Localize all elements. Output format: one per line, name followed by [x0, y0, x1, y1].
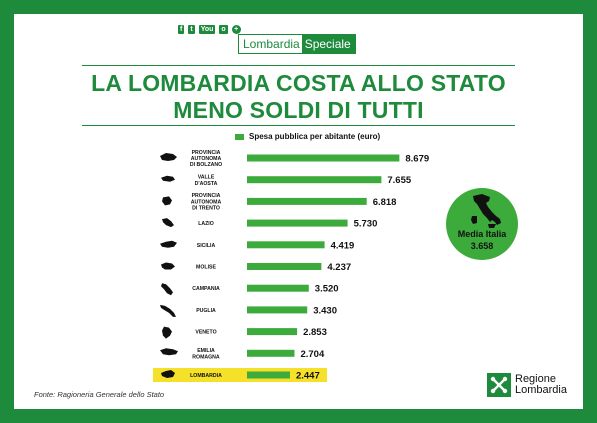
- value-label: 4.237: [327, 262, 351, 273]
- twitter-icon[interactable]: t: [188, 25, 195, 34]
- value-label: 6.818: [373, 197, 397, 208]
- category-label: LAZIO: [198, 221, 214, 227]
- social-icons: f t You o +: [178, 25, 241, 34]
- category-label: VENETO: [195, 330, 216, 336]
- category-label: VALLE: [198, 175, 215, 181]
- category-label: CAMPANIA: [192, 286, 220, 292]
- bar: [247, 197, 367, 205]
- region-map-icon: [161, 283, 173, 296]
- regione-logo-line1: Regione: [515, 373, 556, 385]
- region-map-icon: [162, 218, 174, 228]
- title-rule-bottom: [82, 125, 515, 126]
- value-label: 3.520: [315, 284, 339, 295]
- regione-logo: Regione Lombardia: [487, 373, 567, 397]
- legend-label: Spesa pubblica per abitante (euro): [249, 132, 381, 141]
- category-label: AUTONOMA: [191, 199, 222, 205]
- category-label: PROVINCIA: [192, 193, 221, 199]
- value-label: 4.419: [331, 240, 355, 251]
- region-map-icon: [160, 304, 176, 317]
- instagram-icon[interactable]: o: [219, 25, 228, 34]
- category-label: LOMBARDIA: [190, 373, 222, 379]
- category-label: SICILIA: [197, 243, 216, 249]
- value-label: 3.430: [313, 305, 337, 316]
- category-label: MOLISE: [196, 265, 216, 271]
- brand-right: Speciale: [301, 35, 355, 53]
- source-note: Fonte: Ragioneria Generale dello Stato: [34, 390, 165, 399]
- regione-logo-line2: Lombardia: [515, 384, 567, 396]
- bar: [247, 284, 309, 292]
- value-label: 5.730: [354, 219, 378, 230]
- value-label: 8.679: [405, 154, 429, 165]
- category-label: PUGLIA: [196, 308, 216, 314]
- region-map-icon: [162, 196, 172, 206]
- value-label: 2.704: [300, 349, 324, 360]
- category-label: EMILIA: [197, 348, 215, 354]
- category-label: DI BOLZANO: [190, 162, 222, 168]
- italy-map-icon: [471, 194, 501, 228]
- category-label: DI TRENTO: [192, 206, 220, 212]
- value-label: 7.655: [387, 175, 411, 186]
- value-label: 2.447: [296, 371, 320, 382]
- bar: [247, 349, 295, 357]
- value-label: 2.853: [303, 327, 327, 338]
- bar: [247, 328, 298, 336]
- bar: [247, 176, 382, 184]
- facebook-icon[interactable]: f: [178, 25, 185, 34]
- bar: [247, 219, 348, 227]
- title-line-1: LA LOMBARDIA COSTA ALLO STATO: [91, 70, 506, 96]
- region-map-icon: [160, 240, 177, 248]
- category-label: AUTONOMA: [191, 156, 222, 162]
- category-label: D'AOSTA: [195, 181, 218, 187]
- googleplus-icon[interactable]: +: [231, 25, 241, 34]
- bar: [247, 263, 322, 270]
- title-rule-top: [82, 65, 515, 66]
- youtube-icon[interactable]: You: [198, 25, 216, 34]
- bar: [247, 241, 325, 249]
- brand-left: Lombardia: [239, 35, 302, 53]
- region-map-icon: [161, 175, 175, 182]
- chart-legend: Spesa pubblica per abitante (euro): [235, 132, 380, 141]
- category-label: ROMAGNA: [192, 354, 220, 360]
- average-value: 3.658: [470, 241, 494, 251]
- region-map-icon: [160, 348, 178, 356]
- legend-swatch: [235, 133, 244, 140]
- average-label: Media Italia: [457, 229, 507, 239]
- title-line-2: MENO SOLDI DI TUTTI: [173, 97, 424, 123]
- brand-logo: Lombardia Speciale: [238, 34, 356, 54]
- region-map-icon: [162, 326, 172, 339]
- bar: [247, 306, 308, 314]
- regione-logo-icon: [487, 373, 511, 397]
- category-label: PROVINCIA: [192, 150, 221, 156]
- bar: [247, 154, 400, 162]
- average-badge: Media Italia 3.658: [446, 188, 518, 260]
- region-map-icon: [160, 153, 177, 161]
- region-map-icon: [161, 262, 175, 270]
- bar: [247, 371, 290, 379]
- region-map-icon: [161, 370, 175, 378]
